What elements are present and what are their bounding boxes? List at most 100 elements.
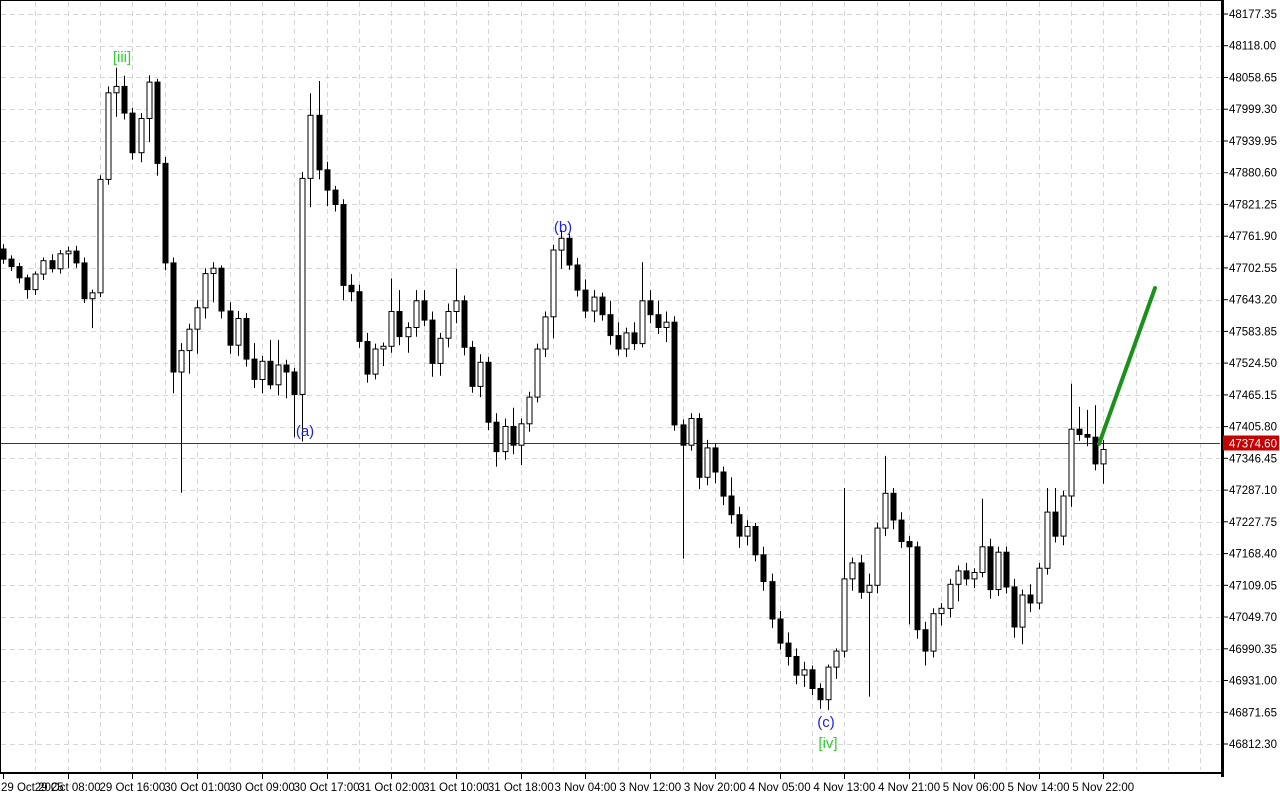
candle — [16, 262, 23, 284]
price-axis-label: 47880.60 — [1229, 168, 1277, 180]
candle — [866, 573, 873, 697]
candle — [202, 268, 209, 319]
candle — [736, 506, 743, 548]
candle — [186, 323, 193, 374]
annotation-iv[interactable]: [iv] — [818, 735, 837, 752]
price-axis-label: 46990.35 — [1229, 644, 1277, 656]
candle — [437, 332, 444, 376]
price-tag: 47374.60 — [1223, 435, 1279, 451]
candle — [194, 300, 201, 354]
candle — [930, 608, 937, 658]
candle — [688, 413, 695, 451]
time-axis-label: 30 Oct 17:00 — [294, 782, 360, 794]
candle — [235, 311, 242, 356]
candle — [445, 303, 452, 348]
candle — [841, 488, 848, 658]
time-axis-label: 5 Nov 06:00 — [943, 782, 1005, 794]
candle — [364, 332, 371, 383]
candle — [477, 354, 484, 398]
candle — [785, 632, 792, 666]
time-axis-label: 31 Oct 18:00 — [488, 782, 554, 794]
annotation-c[interactable]: (c) — [817, 714, 835, 731]
candle — [518, 418, 525, 465]
candle — [817, 683, 824, 709]
candle — [8, 255, 15, 271]
trendline[interactable] — [1097, 286, 1157, 446]
price-axis-label: 48177.35 — [1229, 9, 1277, 21]
price-axis-label: 47405.80 — [1229, 422, 1277, 434]
candle — [57, 250, 64, 274]
time-axis-label: 29 Oct 16:00 — [99, 782, 165, 794]
candle — [65, 246, 72, 269]
candle — [210, 262, 217, 303]
candle — [105, 86, 112, 185]
candle — [639, 262, 646, 348]
candle — [485, 357, 492, 431]
annotation-b[interactable]: (b) — [554, 219, 572, 236]
candle — [372, 343, 379, 380]
candle — [526, 391, 533, 432]
candle — [663, 311, 670, 342]
candle — [1052, 488, 1059, 543]
candle — [332, 185, 339, 212]
price-axis-label: 47227.75 — [1229, 517, 1277, 529]
candle — [0, 244, 7, 264]
candle — [882, 455, 889, 537]
candle — [858, 554, 865, 599]
candle — [421, 290, 428, 326]
candle — [73, 245, 80, 268]
candle — [178, 343, 185, 493]
candle — [259, 355, 266, 394]
candle — [971, 568, 978, 588]
price-axis-label: 46812.30 — [1229, 739, 1277, 751]
candle — [874, 522, 881, 594]
candle — [769, 573, 776, 629]
gridlines — [1, 2, 1220, 770]
candle — [510, 407, 517, 455]
price-axis[interactable]: 48177.35 48118.00 48058.65 47999.30 47939.95… — [1224, 9, 1277, 751]
candle — [979, 498, 986, 578]
candle — [671, 316, 678, 431]
price-axis-label: 47583.85 — [1229, 326, 1277, 338]
candle — [631, 322, 638, 350]
candle — [938, 603, 945, 626]
price-axis-label: 48118.00 — [1229, 41, 1276, 53]
candle — [849, 557, 856, 591]
candle — [275, 339, 282, 396]
candle — [129, 107, 136, 160]
candle — [32, 271, 39, 295]
candle — [461, 295, 468, 356]
annotation-iii[interactable]: [iii] — [113, 49, 131, 66]
candle — [380, 342, 387, 367]
price-axis-label: 48058.65 — [1229, 73, 1277, 85]
candle — [963, 562, 970, 586]
annotation-a[interactable]: (a) — [296, 423, 314, 440]
candle — [307, 93, 314, 208]
time-axis-label: 30 Oct 09:00 — [229, 782, 295, 794]
time-axis-label: 29 Oct 2025 — [1, 782, 64, 794]
candle — [558, 230, 565, 269]
time-axis-label: 5 Nov 14:00 — [1007, 782, 1069, 794]
price-axis-label: 47939.95 — [1229, 136, 1277, 148]
candle — [801, 661, 808, 687]
candle — [712, 443, 719, 484]
candle — [227, 302, 234, 354]
time-axis-label: 4 Nov 05:00 — [749, 782, 811, 794]
candle — [744, 520, 751, 546]
candle — [429, 311, 436, 377]
candle — [922, 621, 929, 666]
candle — [138, 113, 145, 163]
candle — [825, 664, 832, 710]
time-axis-label: 30 Oct 01:00 — [164, 782, 230, 794]
candle — [81, 257, 88, 303]
candle — [623, 327, 630, 357]
candle — [1084, 409, 1091, 447]
candle — [453, 268, 460, 324]
candle — [655, 300, 662, 334]
price-axis-label: 46871.65 — [1229, 707, 1277, 719]
candle — [405, 322, 412, 353]
candle — [542, 311, 549, 357]
